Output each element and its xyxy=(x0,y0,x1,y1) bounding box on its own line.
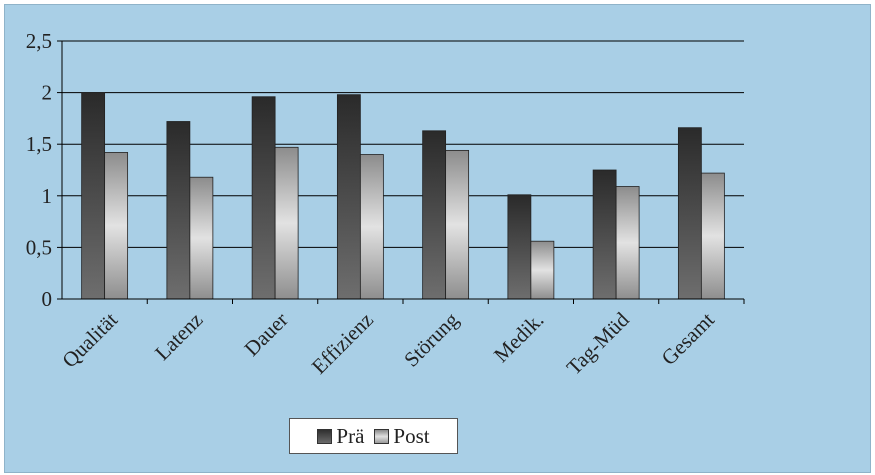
legend-swatch-pre xyxy=(317,428,333,444)
bar-post xyxy=(615,186,640,300)
y-tick-label: 2,5 xyxy=(26,29,52,53)
bar-post xyxy=(700,172,725,300)
y-tick-label: 1,5 xyxy=(26,132,52,156)
y-tick-label: 0 xyxy=(42,287,53,311)
legend: Prä Post xyxy=(289,418,458,454)
bar-chart: 0 0,5 1 1,5 2 2,5 Qualität Latenz Dauer Effizienz… xyxy=(26,29,745,380)
category-label: Latenz xyxy=(150,308,207,365)
bar-pre xyxy=(592,169,617,300)
legend-swatch-post xyxy=(374,428,390,444)
bar-pre xyxy=(166,121,191,300)
category-label: Tag-Müd xyxy=(562,307,634,379)
bar-post xyxy=(104,152,129,300)
y-tick-label: 0,5 xyxy=(26,235,52,259)
bar-pre xyxy=(336,94,361,300)
bar-post xyxy=(274,146,299,300)
gridlines xyxy=(62,40,744,248)
axes xyxy=(57,40,745,304)
bar-pre xyxy=(507,194,532,300)
legend-item-pre: Prä xyxy=(317,424,364,449)
legend-label-pre: Prä xyxy=(336,423,365,448)
y-tick-label: 1 xyxy=(42,184,53,208)
category-label: Qualität xyxy=(57,307,122,372)
chart-area: 0 0,5 1 1,5 2 2,5 Qualität Latenz Dauer Effizienz… xyxy=(4,4,871,473)
bar-post xyxy=(189,176,214,300)
category-label: Medik. xyxy=(489,308,548,367)
legend-label-post: Post xyxy=(393,423,430,448)
category-label: Gesamt xyxy=(657,307,719,369)
bar-post xyxy=(530,240,555,300)
bar-pre xyxy=(81,92,106,300)
bar-pre xyxy=(677,127,702,300)
category-label: Effizienz xyxy=(307,308,378,379)
bar-post xyxy=(359,154,384,300)
category-label: Störung xyxy=(399,307,463,371)
bar-pre xyxy=(422,130,447,300)
legend-item-post: Post xyxy=(374,423,430,449)
category-label: Dauer xyxy=(239,308,292,361)
y-tick-label: 2 xyxy=(42,81,53,105)
bar-post xyxy=(445,149,470,300)
bar-pre xyxy=(251,96,276,300)
